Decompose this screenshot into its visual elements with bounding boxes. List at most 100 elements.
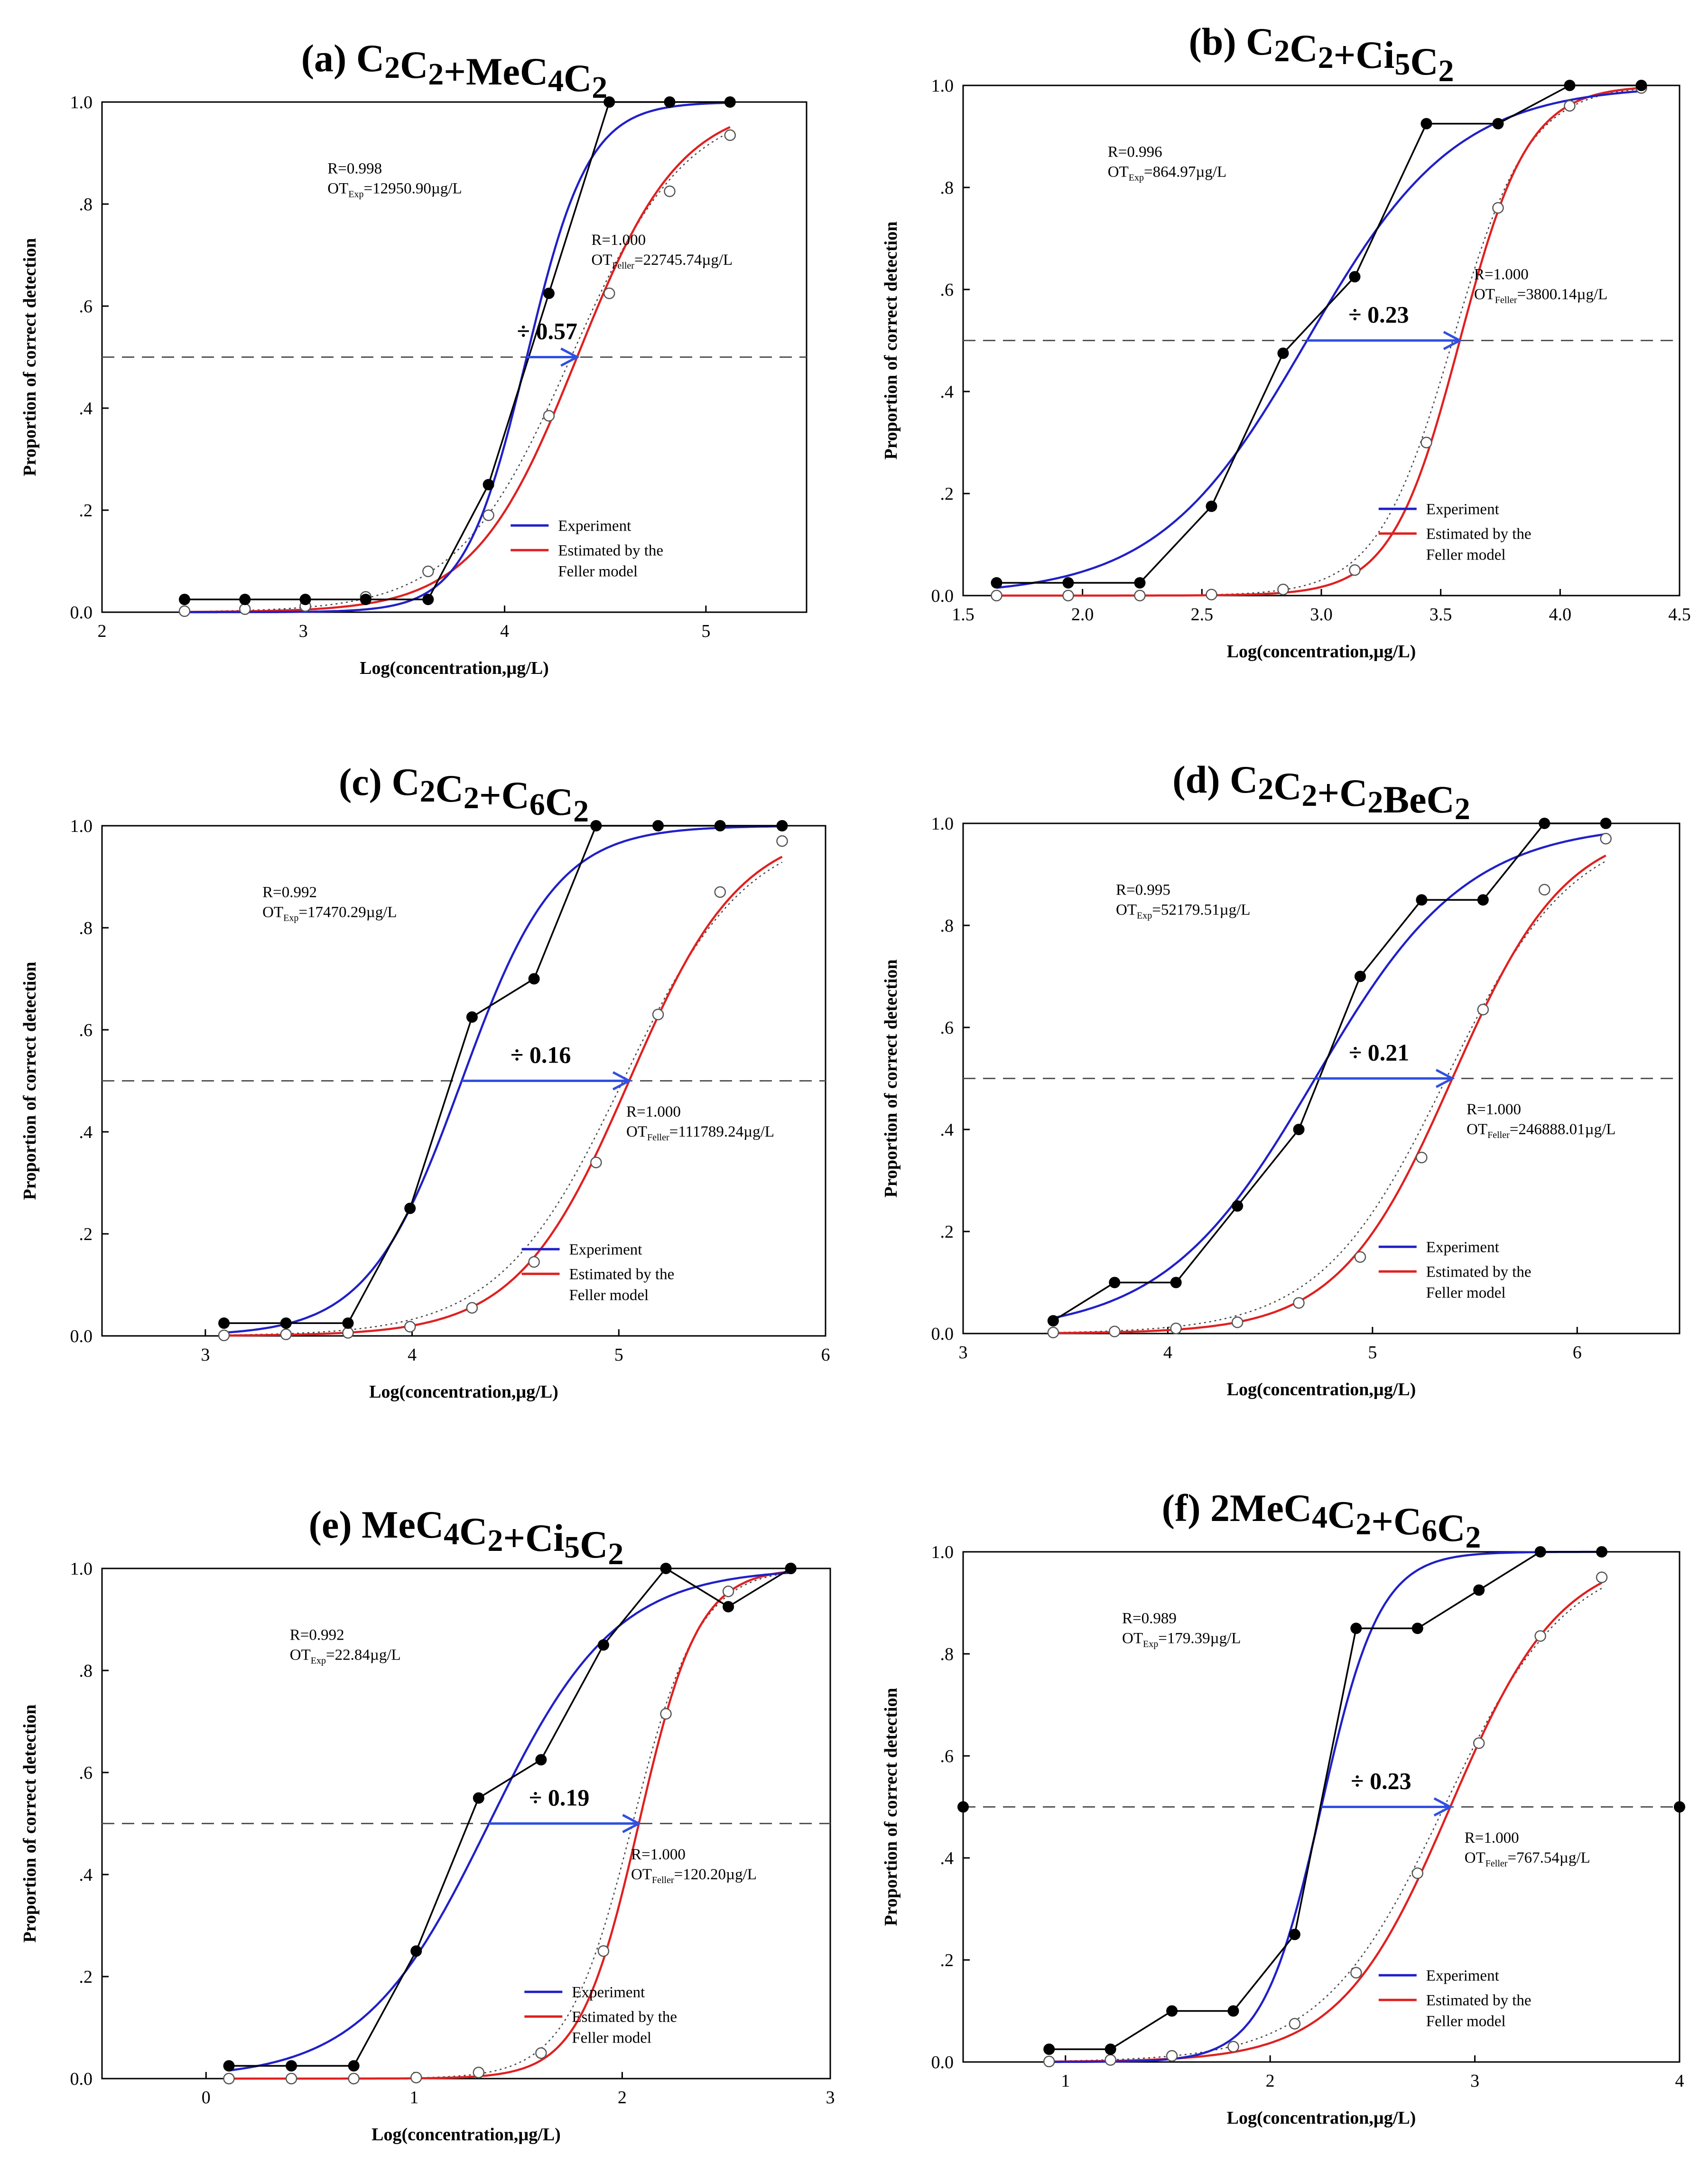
y-tick-label: .8 [940, 1644, 954, 1664]
feller-point [1416, 1151, 1428, 1164]
shift-arrow-head [1433, 1797, 1453, 1817]
legend-label-feller: Estimated by the Feller model [1426, 1992, 1532, 2030]
feller-point [285, 2072, 297, 2085]
x-tick-label: 1.5 [952, 605, 975, 625]
y-tick-label: .2 [79, 1224, 93, 1244]
feller-point [1289, 2018, 1301, 2030]
feller-annotation-r: R=1.000 [591, 232, 646, 249]
experiment-point [1166, 2005, 1178, 2017]
experiment-point [1109, 1277, 1121, 1288]
x-tick-label: 2.5 [1191, 605, 1214, 625]
feller-point [652, 1008, 664, 1020]
legend-label-experiment: Experiment [572, 1984, 645, 2001]
legend-label-experiment: Experiment [1426, 1239, 1499, 1256]
feller-annotation-r: R=1.000 [1474, 266, 1529, 283]
y-tick-label: 0.0 [70, 2069, 93, 2089]
feller-point [404, 1321, 416, 1333]
ratio-label: ÷ 0.21 [1349, 1039, 1409, 1066]
feller-dotted-curve [224, 861, 783, 1336]
feller-point [483, 509, 494, 521]
experiment-point [239, 594, 251, 606]
x-tick-label: 4.5 [1668, 605, 1691, 625]
feller-point [1134, 589, 1146, 602]
feller-point [1596, 1571, 1608, 1583]
feller-point [473, 2066, 485, 2079]
experiment-point [724, 96, 736, 108]
feller-annotation-ot: OTFeller=22745.74µg/L [591, 252, 733, 271]
experiment-point [714, 820, 726, 831]
y-tick-label: .4 [940, 1120, 954, 1140]
feller-point [410, 2071, 422, 2084]
experiment-point [597, 1639, 609, 1651]
experiment-point [1289, 1929, 1300, 1940]
chart-title: (c) C2C2+C6C2 [339, 760, 589, 829]
feller-dotted-curve [1049, 1587, 1602, 2062]
legend-label-feller: Estimated by the Feller model [1426, 525, 1532, 563]
shift-arrow-head [622, 1814, 641, 1833]
feller-point [1293, 1297, 1305, 1309]
x-tick-label: 4 [500, 621, 509, 641]
feller-annotation-r: R=1.000 [1465, 1829, 1519, 1847]
experiment-point [528, 973, 540, 985]
feller-annotation-ot: OTFeller=246888.01µg/L [1467, 1121, 1615, 1140]
y-tick-label: 0.0 [70, 603, 93, 623]
experiment-line [1052, 822, 1606, 1322]
legend-label-feller: Estimated by the Feller model [1426, 1263, 1532, 1301]
x-tick-label: 3 [1470, 2071, 1479, 2091]
legend-label-feller: Estimated by the Feller model [558, 542, 663, 580]
chart-panel: (e) MeC4C2+Ci5C2 0.0 .2 .4 .6 .8 1.0 0 1 2 3 Log(co… [20, 1503, 835, 2145]
feller-point [1473, 1737, 1485, 1749]
x-tick-label: 3 [959, 1343, 968, 1362]
feller-point [664, 185, 676, 197]
shift-arrow-head [612, 1071, 632, 1091]
exp-annotation-r: R=0.992 [262, 884, 317, 901]
x-tick-label: 3 [201, 1345, 210, 1365]
feller-point [1277, 583, 1289, 596]
experiment-point [1420, 118, 1432, 130]
y-tick-label: .2 [79, 1967, 93, 1987]
experiment-point [664, 96, 676, 108]
y-tick-label: .8 [79, 918, 93, 938]
feller-point [422, 565, 434, 578]
experiment-point [991, 577, 1003, 589]
feller-point [991, 589, 1003, 602]
feller-point [1166, 2050, 1178, 2062]
feller-point [1349, 564, 1361, 576]
feller-point [1477, 1004, 1489, 1016]
feller-point [1043, 2055, 1055, 2068]
feller-point [239, 603, 251, 615]
experiment-point [1277, 347, 1289, 359]
x-tick-label: 4 [1163, 1343, 1172, 1362]
experiment-point [218, 1317, 230, 1329]
ratio-label: ÷ 0.16 [511, 1042, 571, 1068]
x-tick-label: 3 [299, 621, 308, 641]
feller-point [1600, 833, 1612, 845]
legend-label-experiment: Experiment [558, 517, 631, 534]
feller-point [1062, 589, 1074, 602]
x-tick-label: 6 [821, 1345, 830, 1365]
experiment-point [404, 1203, 416, 1214]
x-tick-label: 5 [1368, 1343, 1377, 1362]
experiment-point [1473, 1584, 1485, 1596]
experiment-point [1062, 577, 1074, 589]
x-tick-label: 2 [1266, 2071, 1275, 2091]
x-tick-label: 2 [618, 2088, 627, 2108]
legend-label-feller: Estimated by the Feller model [569, 1266, 675, 1304]
exp-annotation-r: R=0.992 [290, 1627, 344, 1644]
experiment-point [1477, 894, 1489, 906]
feller-dotted-curve [996, 88, 1642, 597]
chart-panel: (d) C2C2+C2BeC2 0.0 .2 .4 .6 .8 1.0 3 4 5 6 Log(con… [881, 758, 1680, 1399]
y-tick-label: .8 [79, 1661, 93, 1681]
chart-title: (e) MeC4C2+Ci5C2 [309, 1503, 624, 1571]
experiment-point [1134, 577, 1146, 589]
y-tick-label: .6 [940, 280, 954, 300]
y-tick-label: 0.0 [931, 1324, 954, 1344]
experiment-point [473, 1792, 484, 1804]
shift-arrow-head [1435, 1069, 1455, 1088]
feller-point [597, 1945, 610, 1957]
y-tick-label: .4 [940, 1848, 954, 1868]
feller-point [543, 410, 555, 422]
y-tick-label: .8 [940, 178, 954, 198]
experiment-point [1411, 1623, 1423, 1634]
experiment-point [466, 1011, 478, 1023]
